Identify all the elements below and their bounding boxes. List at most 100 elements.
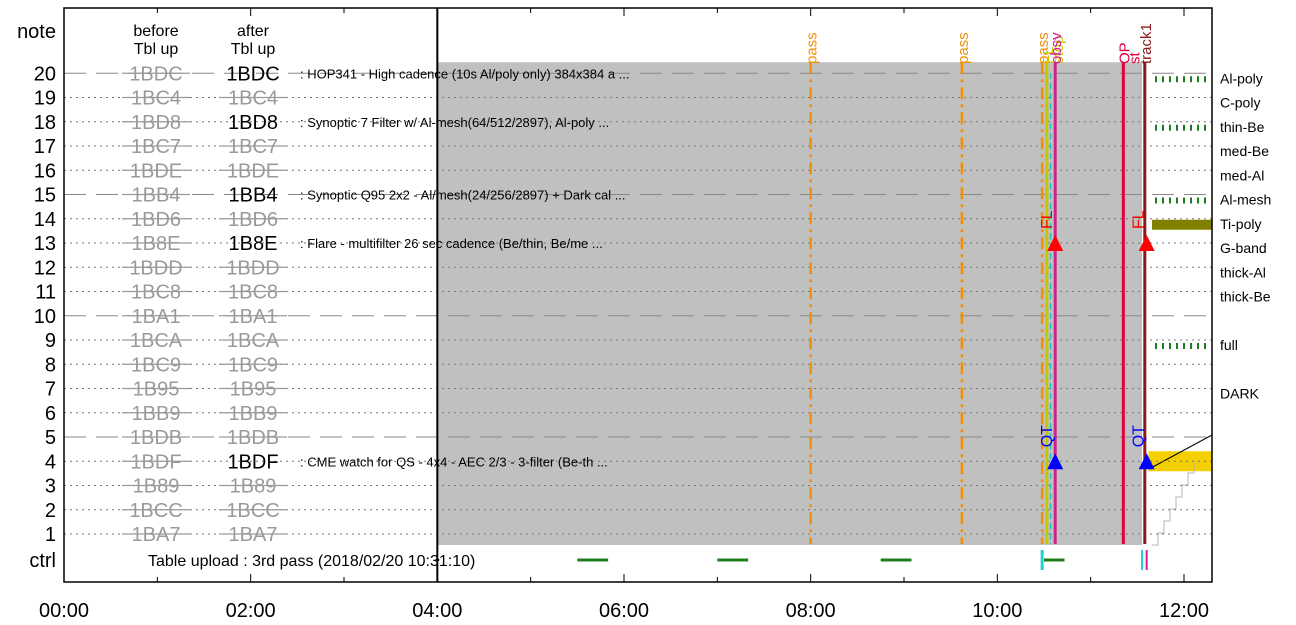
y-tick-label: 6 xyxy=(45,403,56,425)
column-header-before: Tbl up xyxy=(134,41,179,58)
column-header-before: before xyxy=(133,23,178,40)
x-tick-label: 02:00 xyxy=(226,600,276,622)
after-code: 1BDF xyxy=(227,451,278,473)
x-tick-label: 00:00 xyxy=(39,600,89,622)
y-tick-label: 3 xyxy=(45,476,56,498)
plot-frame xyxy=(63,7,1213,583)
filter-label: Al-mesh xyxy=(1220,192,1271,208)
before-code: 1B95 xyxy=(133,379,180,401)
flag-label: QT xyxy=(1131,425,1148,447)
y-tick-label: 8 xyxy=(45,354,56,376)
after-code: 1B95 xyxy=(230,379,277,401)
ramp-line xyxy=(1148,434,1213,470)
y-tick-label: 11 xyxy=(35,282,56,304)
before-code: 1BB4 xyxy=(132,185,181,207)
filter-label: thick-Al xyxy=(1220,264,1266,280)
flag-triangle xyxy=(1047,453,1064,470)
event-label: pass xyxy=(804,32,821,64)
event-label: stop xyxy=(1050,36,1067,64)
y-tick-label: 15 xyxy=(34,185,56,207)
y-axis-label-ctrl: ctrl xyxy=(29,550,56,572)
after-code: 1B89 xyxy=(230,476,277,498)
row-description: : CME watch for QS - 4x4 - AEC 2/3 - 3-f… xyxy=(300,454,608,469)
flag-label: QT xyxy=(1039,425,1056,447)
y-tick-label: 7 xyxy=(45,379,56,401)
before-code: 1BB9 xyxy=(132,403,181,425)
before-code: 1BDC xyxy=(129,63,182,85)
before-code: 1BC9 xyxy=(131,354,181,376)
filter-label: Ti-poly xyxy=(1220,216,1262,232)
after-code: 1BDD xyxy=(226,257,279,279)
row-description: : Synoptic 7 Filter w/ Al-mesh(64/512/28… xyxy=(300,115,609,130)
after-code: 1BC8 xyxy=(228,282,278,304)
after-code: 1BDE xyxy=(227,160,279,182)
before-code: 1BA1 xyxy=(132,306,181,328)
event-label: st xyxy=(1126,52,1143,65)
before-code: 1BA7 xyxy=(132,524,181,546)
y-tick-label: 18 xyxy=(34,112,56,134)
before-code: 1BDE xyxy=(130,160,182,182)
after-code: 1B8E xyxy=(229,233,278,255)
staircase-line xyxy=(1152,461,1195,546)
row-description: : HOP341 - High cadence (10s Al/poly onl… xyxy=(300,66,630,81)
y-tick-label: 20 xyxy=(34,63,56,85)
after-code: 1BD8 xyxy=(228,112,278,134)
row-description: : Synoptic Q95 2x2 - Al/mesh(24/256/2897… xyxy=(300,188,626,203)
x-tick-label: 08:00 xyxy=(786,600,836,622)
flag-label: FL xyxy=(1131,210,1148,229)
y-tick-label: 9 xyxy=(45,330,56,352)
event-label: pass xyxy=(1035,32,1052,64)
x-tick-label: 06:00 xyxy=(599,600,649,622)
before-code: 1BDB xyxy=(130,427,182,449)
filter-label: thin-Be xyxy=(1220,119,1265,135)
before-code: 1BDD xyxy=(129,257,182,279)
y-tick-label: 14 xyxy=(34,209,56,231)
after-code: 1BB9 xyxy=(229,403,278,425)
event-label: obsv xyxy=(1048,32,1065,64)
filter-label: full xyxy=(1220,337,1238,353)
flag-triangle xyxy=(1138,235,1155,251)
before-code: 1BC4 xyxy=(131,88,181,110)
filter-label: Al-poly xyxy=(1220,70,1263,86)
y-tick-label: 13 xyxy=(34,233,56,255)
after-code: 1BCA xyxy=(227,330,280,352)
flag-label: FL xyxy=(1039,210,1056,229)
ctrl-label: Table upload : 3rd pass (2018/02/20 10:3… xyxy=(148,553,475,570)
y-tick-label: 10 xyxy=(34,306,56,328)
filter-label: G-band xyxy=(1220,240,1267,256)
after-code: 1BC9 xyxy=(228,354,278,376)
y-tick-label: 4 xyxy=(45,451,56,473)
column-header-after: Tbl up xyxy=(231,41,276,58)
before-code: 1BD6 xyxy=(131,209,181,231)
y-axis-label-note: note xyxy=(17,21,56,43)
after-code: 1BA7 xyxy=(229,524,278,546)
x-tick-label: 12:00 xyxy=(1159,600,1209,622)
before-code: 1B89 xyxy=(133,476,180,498)
before-code: 1BDF xyxy=(130,451,181,473)
y-tick-label: 2 xyxy=(45,500,56,522)
shaded-region xyxy=(437,62,1142,545)
filter-label: med-Al xyxy=(1220,167,1264,183)
filter-label: C-poly xyxy=(1220,95,1260,111)
after-code: 1BC7 xyxy=(228,136,278,158)
after-code: 1BDB xyxy=(227,427,279,449)
event-label: OP xyxy=(1116,42,1133,64)
event-label: track1 xyxy=(1138,23,1155,64)
filter-label: DARK xyxy=(1220,386,1260,402)
before-code: 1B8E xyxy=(132,233,181,255)
after-code: 1BB4 xyxy=(229,185,278,207)
before-code: 1BC8 xyxy=(131,282,181,304)
filter-label: med-Be xyxy=(1220,143,1269,159)
after-code: 1BCC xyxy=(226,500,279,522)
y-tick-label: 19 xyxy=(34,88,56,110)
filter-label: thick-Be xyxy=(1220,289,1271,305)
row-description: : Flare - multifilter 26 sec cadence (Be… xyxy=(300,236,603,251)
after-code: 1BD6 xyxy=(228,209,278,231)
event-label: pass xyxy=(955,32,972,64)
y-tick-label: 17 xyxy=(34,136,56,158)
y-tick-label: 16 xyxy=(34,160,56,182)
y-tick-label: 1 xyxy=(45,524,56,546)
before-code: 1BCA xyxy=(130,330,183,352)
before-code: 1BC7 xyxy=(131,136,181,158)
